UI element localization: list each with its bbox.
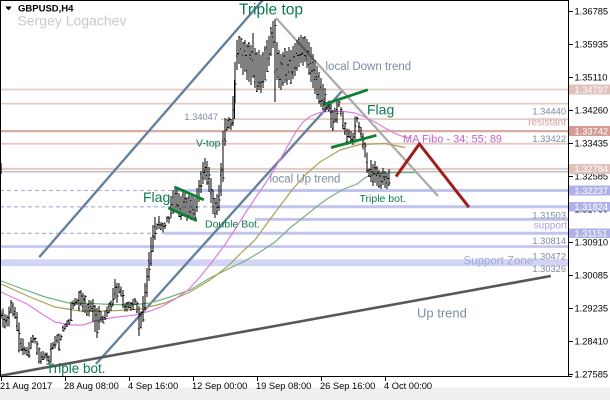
svg-text:1.31824: 1.31824 [575, 202, 609, 212]
svg-text:1.33742: 1.33742 [575, 126, 609, 136]
svg-text:1.30472: 1.30472 [532, 251, 566, 261]
svg-text:1.33422: 1.33422 [532, 134, 566, 144]
svg-text:Up trend: Up trend [417, 306, 467, 321]
svg-text:1.35935: 1.35935 [575, 40, 609, 50]
svg-text:1.35110: 1.35110 [575, 73, 608, 83]
svg-text:1.30085: 1.30085 [575, 271, 609, 281]
svg-text:1.33435: 1.33435 [575, 139, 609, 149]
svg-text:Sergey Logachev: Sergey Logachev [18, 13, 127, 29]
svg-text:V-top: V-top [196, 138, 221, 150]
svg-text:local Up trend: local Up trend [270, 174, 341, 186]
svg-text:1.34047: 1.34047 [184, 112, 218, 122]
svg-text:1.28410: 1.28410 [575, 337, 609, 347]
svg-text:1.32784: 1.32784 [575, 164, 609, 174]
svg-text:GBPUSD,H4: GBPUSD,H4 [18, 4, 74, 15]
svg-text:4 Oct 00:00: 4 Oct 00:00 [384, 381, 432, 391]
svg-text:1.27585: 1.27585 [575, 370, 609, 380]
svg-text:1.36785: 1.36785 [575, 7, 609, 17]
svg-text:26 Sep 16:00: 26 Sep 16:00 [320, 381, 375, 391]
svg-text:local Down trend: local Down trend [326, 61, 412, 73]
svg-text:1.29235: 1.29235 [575, 304, 609, 314]
svg-text:1.32585: 1.32585 [575, 172, 609, 182]
svg-text:1.30910: 1.30910 [575, 238, 609, 248]
svg-text:1.30326: 1.30326 [532, 264, 566, 274]
svg-text:Triple top: Triple top [239, 2, 303, 19]
svg-text:Flag: Flag [143, 189, 170, 205]
svg-text:1.34797: 1.34797 [575, 85, 609, 95]
svg-text:resistant: resistant [528, 118, 566, 129]
svg-text:Triple bot.: Triple bot. [360, 193, 406, 205]
svg-text:19 Sep 08:00: 19 Sep 08:00 [256, 381, 311, 391]
svg-text:12 Sep 00:00: 12 Sep 00:00 [192, 381, 247, 391]
svg-text:1.34440: 1.34440 [532, 107, 566, 117]
svg-text:21 Aug 2017: 21 Aug 2017 [0, 381, 52, 391]
svg-text:1.31503: 1.31503 [532, 210, 566, 220]
svg-text:1.30814: 1.30814 [532, 236, 566, 246]
svg-text:1.32237: 1.32237 [575, 186, 609, 196]
svg-text:Support Zone: Support Zone [464, 256, 534, 268]
svg-text:support: support [534, 221, 568, 232]
svg-text:28 Aug 08:00: 28 Aug 08:00 [64, 381, 119, 391]
svg-text:Flag: Flag [367, 102, 394, 118]
svg-text:4 Sep 16:00: 4 Sep 16:00 [128, 381, 178, 391]
svg-text:1.31151: 1.31151 [575, 229, 608, 239]
svg-text:Triple bot.: Triple bot. [46, 361, 106, 376]
svg-text:1.34260: 1.34260 [575, 106, 609, 116]
svg-text:Double Bot.: Double Bot. [205, 219, 260, 231]
svg-text:MA Fibo - 34; 55; 89: MA Fibo - 34; 55; 89 [403, 134, 502, 146]
